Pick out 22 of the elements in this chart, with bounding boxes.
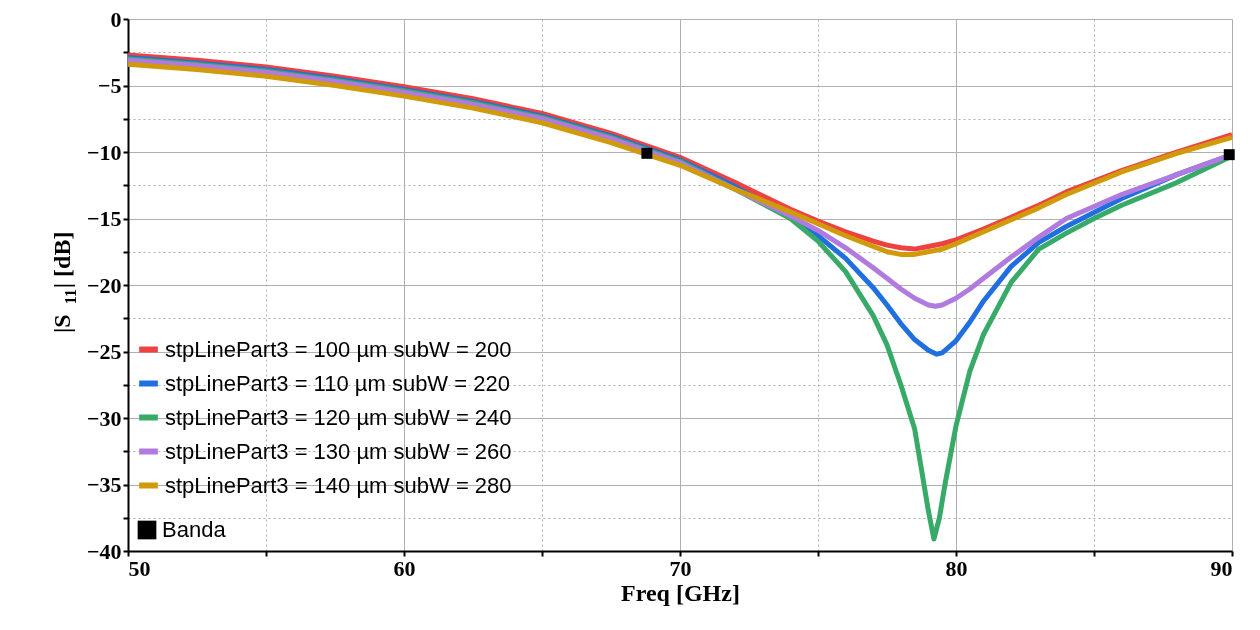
- y-tick-label: −30: [86, 405, 122, 431]
- x-tick-label: 60: [393, 555, 416, 581]
- legend-label: stpLinePart3 = 130 µm subW = 260: [165, 438, 512, 464]
- legend-label: stpLinePart3 = 100 µm subW = 200: [165, 336, 512, 362]
- y-tick-label: 0: [110, 6, 122, 32]
- x-tick-label: 90: [1210, 555, 1233, 581]
- y-tick-label: −10: [86, 139, 122, 165]
- x-tick-label: 50: [128, 555, 151, 581]
- y-tick-label: −15: [86, 206, 122, 231]
- x-tick-label: 70: [669, 555, 692, 581]
- y-tick-label: −5: [97, 73, 122, 98]
- y-tick-label: −35: [86, 472, 122, 497]
- y-tick-label: −40: [86, 538, 122, 564]
- legend-label: stpLinePart3 = 110 µm subW = 220: [165, 370, 510, 396]
- x-axis-title: Freq [GHz]: [621, 579, 740, 606]
- y-tick-label: −20: [86, 272, 122, 298]
- y-tick-label: −25: [86, 339, 122, 364]
- legend-label: Banda: [162, 517, 227, 542]
- legend-label: stpLinePart3 = 120 µm subW = 240: [165, 404, 512, 430]
- legend-label: stpLinePart3 = 140 µm subW = 280: [165, 472, 512, 498]
- y-axis-title: |S11| [dB]: [49, 231, 79, 333]
- x-tick-label: 80: [945, 555, 968, 581]
